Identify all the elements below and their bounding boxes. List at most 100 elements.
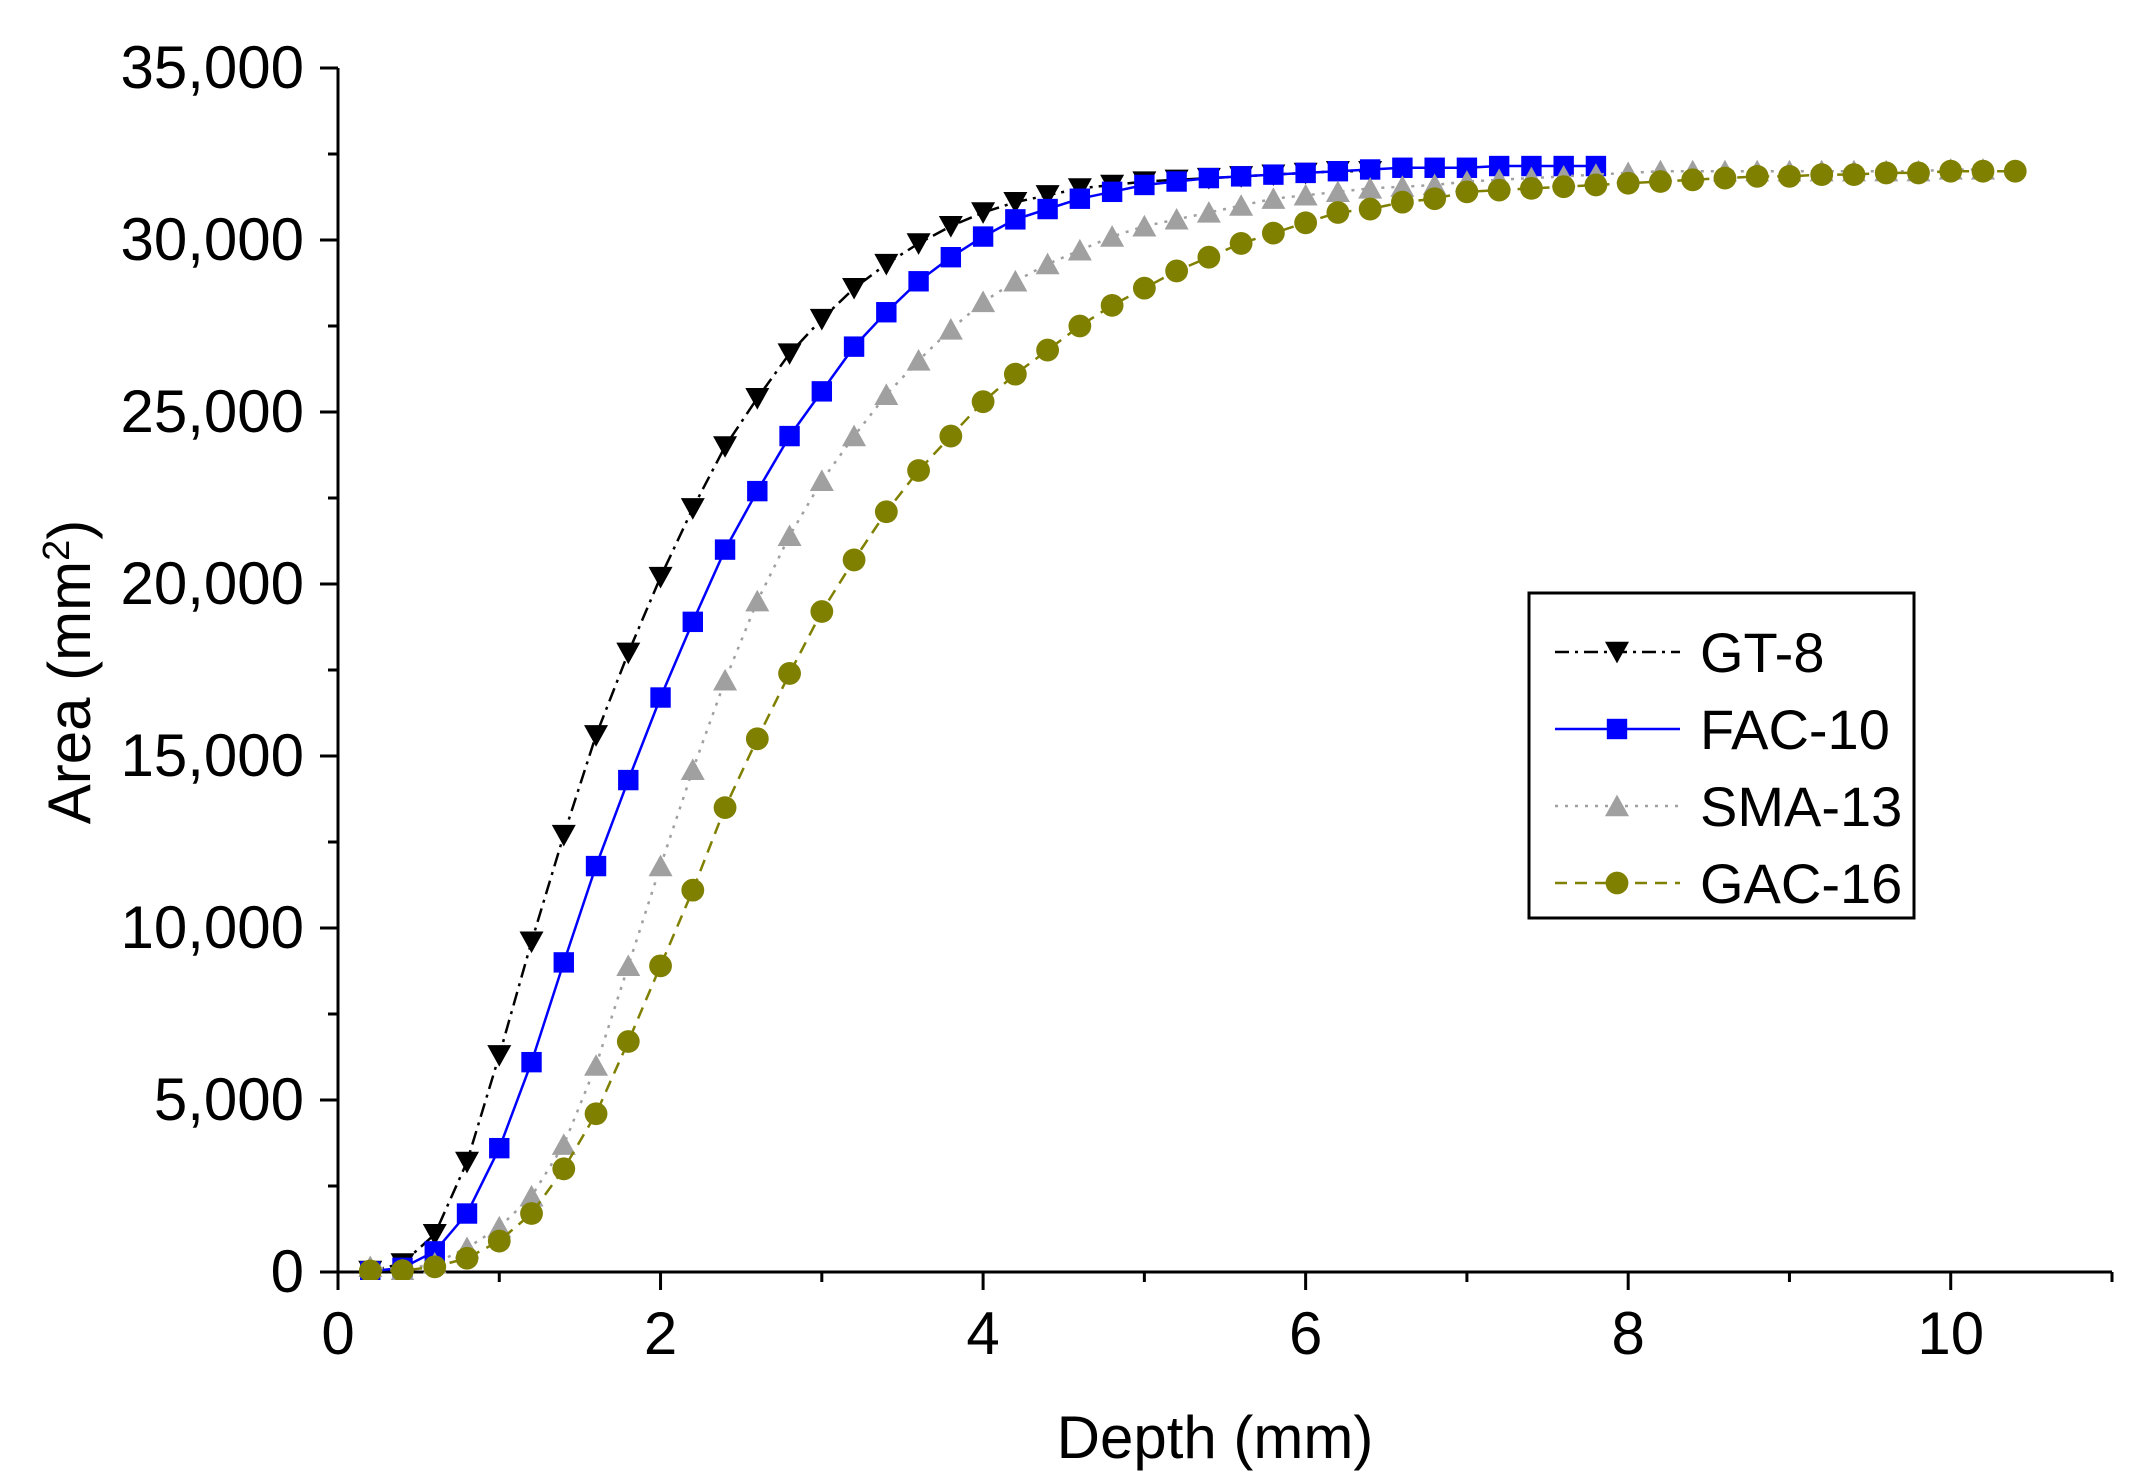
data-point-sma-13 xyxy=(906,349,931,371)
data-point-fac-10 xyxy=(650,687,671,708)
data-point-fac-10 xyxy=(1488,155,1510,177)
y-axis-title-main: Area (mm xyxy=(36,561,103,824)
data-point-gac-16 xyxy=(874,500,898,524)
data-point-sma-13 xyxy=(971,290,996,313)
series-gac-16 xyxy=(358,159,2027,1280)
legend-item-gac-16: GAC-16 xyxy=(1555,852,1902,915)
data-point-gac-16 xyxy=(1455,180,1479,204)
data-point-gac-16 xyxy=(1358,197,1382,221)
x-tick-label: 4 xyxy=(966,1300,999,1367)
y-axis-title-close: ) xyxy=(36,520,103,540)
data-point-gt-8 xyxy=(777,343,802,365)
data-point-fac-10 xyxy=(1101,181,1123,203)
legend-label-fac-10: FAC-10 xyxy=(1700,698,1890,761)
data-point-gac-16 xyxy=(1939,159,1963,183)
data-point-fac-10 xyxy=(1037,198,1058,220)
y-tick-label: 30,000 xyxy=(120,206,304,273)
legend-box xyxy=(1527,591,1916,920)
data-point-sma-13 xyxy=(616,954,641,977)
data-point-gac-16 xyxy=(1197,245,1221,269)
data-point-gac-16 xyxy=(584,1102,608,1126)
y-tick-label: 15,000 xyxy=(120,722,304,789)
data-point-gac-16 xyxy=(1810,163,1834,187)
data-point-fac-10 xyxy=(1134,174,1155,196)
data-point-gac-16 xyxy=(649,954,672,978)
data-point-gac-16 xyxy=(391,1259,414,1280)
data-point-fac-10 xyxy=(1069,188,1091,209)
data-point-gt-8 xyxy=(874,253,899,276)
data-point-sma-13 xyxy=(777,524,802,547)
x-tick-label: 0 xyxy=(321,1300,354,1367)
x-tick-label: 10 xyxy=(1917,1300,1984,1367)
data-point-fac-10 xyxy=(553,952,574,973)
data-point-gt-8 xyxy=(519,931,544,954)
data-point-fac-10 xyxy=(714,539,736,560)
data-point-fac-10 xyxy=(1392,157,1413,178)
data-point-gt-8 xyxy=(745,388,770,410)
data-point-sma-13 xyxy=(1164,207,1189,230)
x-tick-label: 8 xyxy=(1611,1300,1644,1367)
data-point-gac-16 xyxy=(1132,276,1156,300)
series-layer xyxy=(358,155,2027,1280)
data-point-fac-10 xyxy=(972,226,994,247)
data-point-gac-16 xyxy=(1261,221,1285,245)
data-point-fac-10 xyxy=(747,480,768,502)
data-point-fac-10 xyxy=(1327,161,1349,182)
data-point-gac-16 xyxy=(616,1030,640,1053)
data-point-gac-16 xyxy=(907,459,930,482)
data-point-fac-10 xyxy=(1198,167,1220,189)
data-point-fac-10 xyxy=(1166,171,1187,192)
y-axis-title-superscript: 2 xyxy=(36,540,78,561)
y-tick-label: 35,000 xyxy=(120,34,304,101)
data-point-fac-10 xyxy=(908,271,929,292)
data-point-fac-10 xyxy=(1263,164,1284,185)
legend-label-gac-16: GAC-16 xyxy=(1700,852,1902,915)
data-point-gac-16 xyxy=(1681,168,1705,192)
data-point-gac-16 xyxy=(1487,178,1511,202)
data-point-fac-10 xyxy=(682,611,703,633)
data-point-fac-10 xyxy=(779,425,800,447)
y-tick-label: 0 xyxy=(271,1238,304,1305)
data-point-gac-16 xyxy=(455,1246,479,1270)
legend-item-sma-13: SMA-13 xyxy=(1555,775,1902,838)
data-point-sma-13 xyxy=(1067,238,1092,261)
data-point-gac-16 xyxy=(1907,161,1930,185)
data-point-sma-13 xyxy=(1261,187,1286,209)
data-point-gac-16 xyxy=(810,600,834,623)
data-point-gac-16 xyxy=(1036,338,1059,362)
data-point-gac-16 xyxy=(1294,211,1318,235)
data-point-gac-16 xyxy=(1649,170,1672,193)
data-point-fac-10 xyxy=(1230,166,1252,187)
data-point-sma-13 xyxy=(551,1133,576,1155)
data-point-gac-16 xyxy=(423,1255,447,1279)
data-point-gt-8 xyxy=(648,566,673,589)
data-point-sma-13 xyxy=(874,383,899,405)
data-point-sma-13 xyxy=(842,424,867,447)
data-point-sma-13 xyxy=(584,1054,609,1076)
y-tick-label: 25,000 xyxy=(120,378,304,445)
data-point-gac-16 xyxy=(713,796,737,819)
data-point-sma-13 xyxy=(1229,194,1254,216)
data-point-gt-8 xyxy=(487,1045,512,1067)
data-point-sma-13 xyxy=(809,469,834,491)
data-point-fac-10 xyxy=(876,302,897,323)
series-line-fac-10 xyxy=(370,164,1596,1273)
data-point-gac-16 xyxy=(552,1157,576,1181)
data-point-gt-8 xyxy=(551,824,576,847)
data-point-fac-10 xyxy=(1295,162,1316,184)
data-point-gt-8 xyxy=(680,498,705,520)
data-point-sma-13 xyxy=(1035,252,1060,275)
data-point-gac-16 xyxy=(745,727,769,751)
legend-label-gt-8: GT-8 xyxy=(1700,621,1824,684)
data-point-gac-16 xyxy=(1584,173,1608,197)
data-point-sma-13 xyxy=(519,1184,544,1207)
data-point-gac-16 xyxy=(1100,293,1124,317)
y-axis-title: Area (mm2) xyxy=(36,520,103,824)
data-point-fac-10 xyxy=(489,1137,510,1159)
data-point-gac-16 xyxy=(971,390,995,414)
data-point-fac-10 xyxy=(618,769,639,791)
data-point-gac-16 xyxy=(1552,175,1576,199)
data-point-gac-16 xyxy=(842,548,866,572)
data-point-gac-16 xyxy=(1874,161,1898,185)
data-point-gt-8 xyxy=(616,642,641,665)
